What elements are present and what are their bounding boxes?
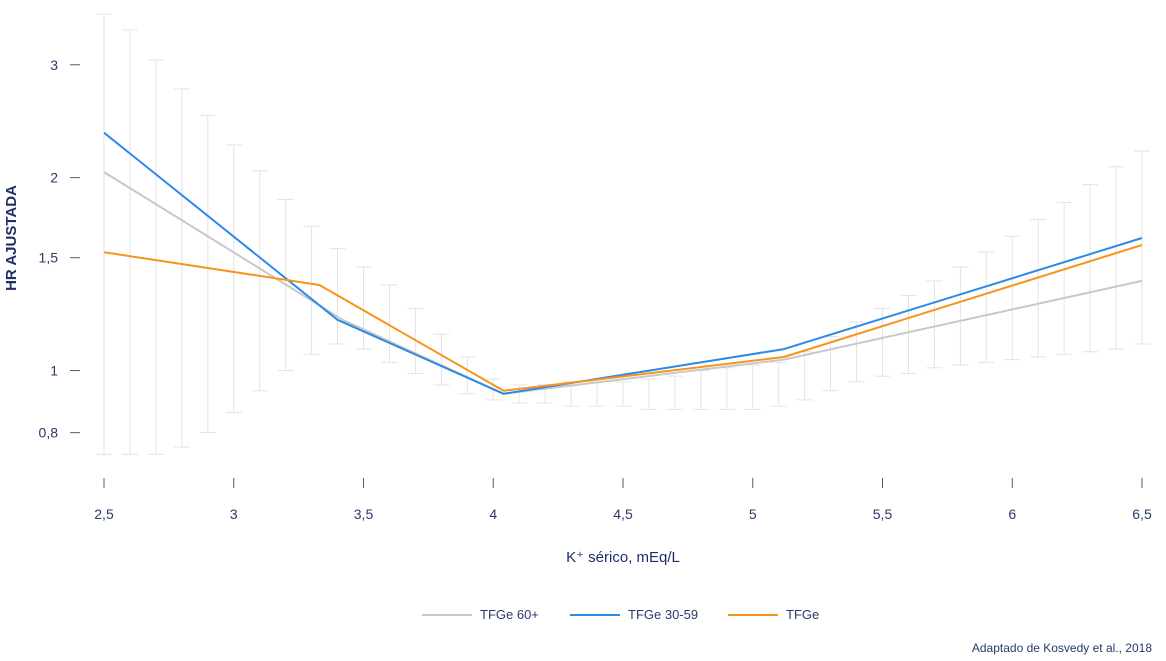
legend: TFGe 60+ TFGe 30-59 TFGe — [422, 607, 819, 622]
legend-label: TFGe — [786, 607, 819, 622]
y-axis-title: HR AJUSTADA — [3, 185, 20, 291]
x-tick-label: 3 — [230, 506, 238, 522]
source-note: Adaptado de Kosvedy et al., 2018 — [971, 641, 1152, 655]
y-tick-label: 1,5 — [39, 250, 59, 266]
x-tick-label: 6 — [1008, 506, 1016, 522]
error-bars — [96, 13, 1150, 455]
y-tick-label: 2 — [50, 170, 58, 186]
y-tick-label: 0,8 — [39, 425, 59, 441]
x-tick-label: 5 — [749, 506, 757, 522]
x-tick-label: 4,5 — [613, 506, 633, 522]
x-tick-label: 2,5 — [94, 506, 114, 522]
legend-label: TFGe 60+ — [480, 607, 539, 622]
y-axis: 0,8 1 1,5 2 3 — [39, 57, 80, 441]
x-tick-label: 4 — [489, 506, 497, 522]
y-tick-label: 1 — [50, 363, 58, 379]
x-axis: 2,5 3 3,5 4 4,5 5 5,5 6 6,5 — [94, 478, 1152, 522]
series-line — [103, 244, 1143, 392]
series-lines — [103, 131, 1143, 395]
x-tick-label: 5,5 — [873, 506, 893, 522]
x-axis-title: K⁺ sérico, mEq/L — [566, 549, 680, 566]
legend-label: TFGe 30-59 — [628, 607, 698, 622]
x-tick-label: 3,5 — [354, 506, 374, 522]
series-line — [103, 131, 1143, 395]
x-tick-label: 6,5 — [1132, 506, 1152, 522]
y-tick-label: 3 — [50, 57, 58, 73]
